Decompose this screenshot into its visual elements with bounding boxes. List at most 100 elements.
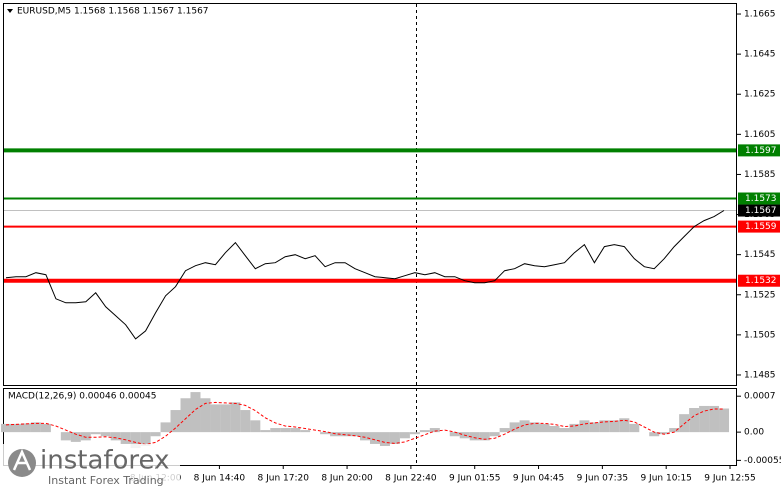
x-tick-label: 8 Jun 14:40 <box>194 474 246 484</box>
histogram-bar <box>469 432 480 441</box>
histogram-bar <box>709 405 720 433</box>
y-tick-label: 1.1545 <box>744 250 776 260</box>
level-label: 1.1573 <box>745 194 777 204</box>
level-label: 1.1532 <box>745 276 777 286</box>
histogram-bar <box>549 425 560 433</box>
histogram-bar <box>340 432 351 437</box>
y-tick-label: 1.1665 <box>744 10 776 20</box>
histogram-bar <box>399 432 410 439</box>
histogram-bar <box>260 430 271 433</box>
level-label-box <box>738 192 780 205</box>
x-tick-label: 9 Jun 07:35 <box>577 474 628 484</box>
level-label-box <box>738 220 780 233</box>
histogram-bar <box>140 432 151 446</box>
histogram-bar <box>200 398 211 433</box>
y-tick-label: 1.1525 <box>744 290 776 300</box>
histogram-bar <box>689 408 700 433</box>
y-tick-label: 1.1645 <box>744 50 776 60</box>
y-tick-label: 0.0007 <box>744 392 776 402</box>
histogram-bar <box>250 420 261 433</box>
histogram-bar <box>150 432 161 437</box>
x-tick-label: 9 Jun 04:45 <box>513 474 564 484</box>
histogram-bar <box>539 423 550 433</box>
histogram-bar <box>360 432 371 441</box>
histogram-bar <box>589 422 600 433</box>
histogram-bar <box>10 423 21 433</box>
x-tick-label: 8 Jun 22:40 <box>385 474 437 484</box>
histogram-bar <box>100 432 111 437</box>
signal-line <box>5 401 724 446</box>
histogram-bar <box>389 432 400 444</box>
y-tick-label: 0.00 <box>744 428 764 438</box>
histogram-bar <box>350 432 361 437</box>
y-tick-label: 1.1585 <box>744 170 776 180</box>
y-tick-label: -0.00055 <box>744 456 781 466</box>
histogram-bar <box>629 423 640 433</box>
histogram-bar <box>569 423 580 433</box>
histogram-bar <box>529 422 540 433</box>
histogram-bar <box>40 423 51 433</box>
histogram-bar <box>80 432 91 441</box>
histogram-bar <box>240 410 251 433</box>
histogram-bar <box>509 422 520 433</box>
histogram-bar <box>369 432 380 444</box>
last-price-label: 1.1567 <box>745 206 777 216</box>
histogram-bar <box>649 432 660 437</box>
x-tick-label: 9 Jun 12:55 <box>704 474 755 484</box>
histogram-bar <box>419 430 430 433</box>
x-tick-label: 9 Jun 10:15 <box>640 474 691 484</box>
x-tick-label: 8 Jun 17:20 <box>258 474 310 484</box>
y-tick-label: 1.1625 <box>744 90 776 100</box>
histogram-bar <box>300 430 311 433</box>
histogram-bar <box>429 428 440 433</box>
chart-title: EURUSD,M5 1.1568 1.1568 1.1567 1.1567 <box>17 7 209 17</box>
histogram-bar <box>619 418 630 433</box>
histogram-bar <box>499 428 510 433</box>
last-price-box <box>738 204 780 217</box>
histogram-bar <box>409 432 420 435</box>
histogram-bar <box>30 422 41 433</box>
histogram-bar <box>110 432 121 441</box>
histogram-bar <box>190 392 201 433</box>
x-tick-label: 9 Jun 01:55 <box>449 474 500 484</box>
histogram-bar <box>270 428 281 433</box>
histogram-bar <box>699 405 710 433</box>
histogram-bar <box>90 432 101 435</box>
histogram-bar <box>719 408 730 433</box>
level-label-box <box>738 144 780 157</box>
symbol-icon <box>7 9 13 13</box>
histogram-bar <box>160 422 171 433</box>
histogram-bar <box>60 432 71 441</box>
y-tick-label: 1.1485 <box>744 370 776 380</box>
histogram-bar <box>479 432 490 441</box>
histogram-bar <box>320 432 331 435</box>
histogram-bar <box>659 432 670 435</box>
histogram-bar <box>210 404 221 433</box>
y-tick-label: 1.1605 <box>744 130 776 140</box>
histogram-bar <box>449 432 460 437</box>
histogram-bar <box>379 432 390 446</box>
histogram-bar <box>599 420 610 433</box>
histogram-bar <box>669 428 680 433</box>
histogram-bar <box>0 423 11 433</box>
y-tick-label: 1.1505 <box>744 330 776 340</box>
histogram-bar <box>70 432 81 442</box>
histogram-bar <box>220 404 231 433</box>
histogram-bar <box>559 428 570 433</box>
histogram-bar <box>489 432 500 437</box>
histogram-bar <box>130 432 141 449</box>
histogram-bar <box>20 423 31 433</box>
price-panel <box>3 3 737 386</box>
histogram-bar <box>180 398 191 433</box>
level-label: 1.1597 <box>745 146 777 156</box>
watermark-name: instaforex <box>40 446 169 476</box>
histogram-bar <box>280 428 291 433</box>
histogram-bar <box>609 420 620 433</box>
histogram-bar <box>290 428 301 433</box>
histogram-bar <box>230 402 241 433</box>
watermark-tagline: Instant Forex Trading <box>48 474 164 487</box>
level-label: 1.1559 <box>745 222 777 232</box>
